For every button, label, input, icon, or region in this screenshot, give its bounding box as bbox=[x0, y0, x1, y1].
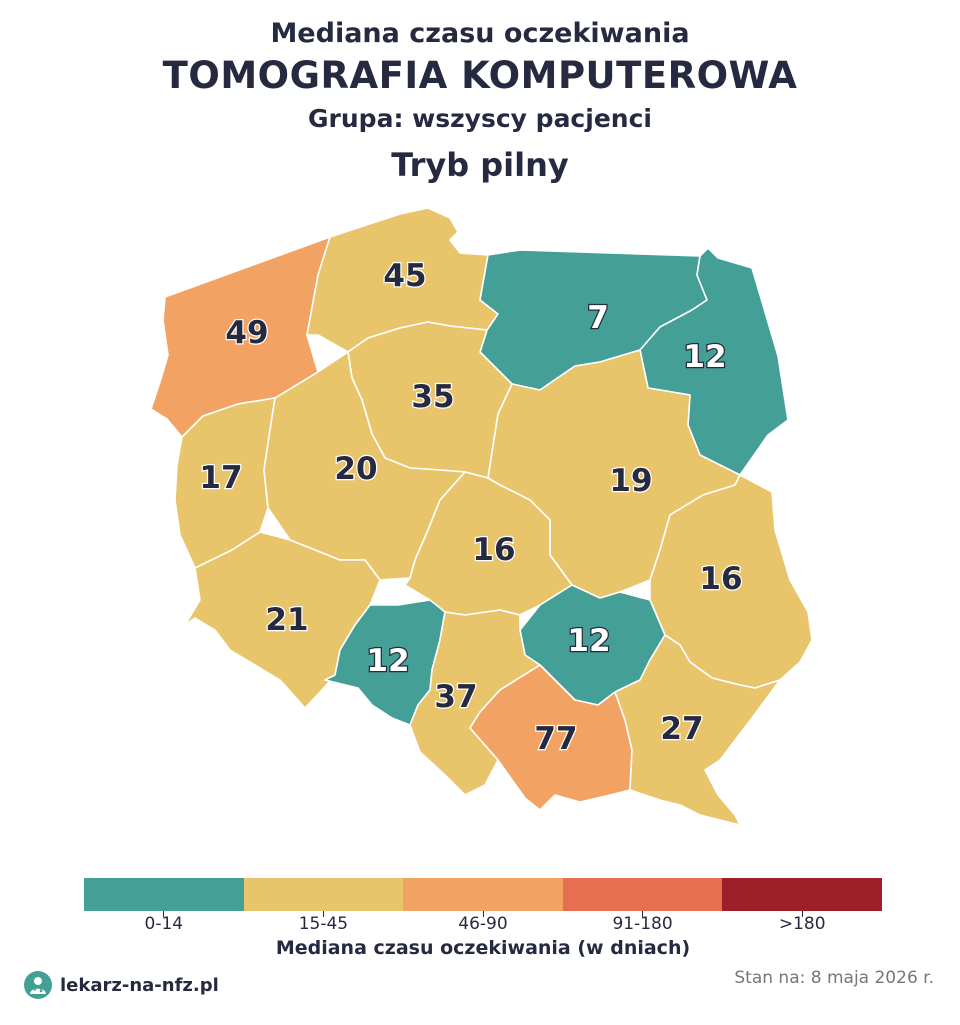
legend-tick bbox=[802, 911, 803, 917]
region-value-dolnoslaskie: 21 bbox=[265, 602, 308, 638]
region-value-kujawsko-pomorskie: 35 bbox=[411, 379, 454, 415]
legend-tick bbox=[642, 911, 643, 917]
brand[interactable]: lekarz-na-nfz.pl bbox=[24, 971, 219, 999]
legend-ticks bbox=[84, 911, 882, 917]
region-value-podkarpackie: 27 bbox=[660, 711, 703, 747]
legend-label: 46-90 bbox=[458, 914, 508, 934]
subtitle-group: Grupa: wszyscy pacjenci bbox=[308, 104, 652, 133]
color-legend bbox=[84, 878, 882, 911]
legend-tick bbox=[163, 911, 164, 917]
legend-swatch-0-14 bbox=[84, 878, 244, 911]
legend-label: 91-180 bbox=[612, 914, 673, 934]
region-value-warminsko-mazurskie: 7 bbox=[587, 300, 609, 336]
region-value-podlaskie: 12 bbox=[683, 339, 726, 375]
subtitle-mode: Tryb pilny bbox=[391, 146, 569, 184]
region-podkarpackie bbox=[614, 634, 781, 826]
region-value-pomorskie: 45 bbox=[383, 258, 426, 294]
region-value-lodzkie: 16 bbox=[472, 532, 515, 568]
region-value-lubelskie: 16 bbox=[699, 561, 742, 597]
legend-label: 0-14 bbox=[144, 914, 184, 934]
region-value-lubuskie: 17 bbox=[199, 460, 242, 496]
region-value-slaskie: 37 bbox=[434, 679, 477, 715]
legend-labels: 0-14 15-45 46-90 91-180 >180 bbox=[84, 914, 882, 934]
legend-title: Mediana czasu oczekiwania (w dniach) bbox=[275, 937, 691, 959]
region-value-malopolskie: 77 bbox=[534, 721, 577, 757]
legend-label: 15-45 bbox=[298, 914, 349, 934]
brand-name[interactable]: lekarz-na-nfz.pl bbox=[60, 974, 219, 996]
legend-tick bbox=[483, 911, 484, 917]
legend-tick bbox=[323, 911, 324, 917]
legend-swatch-46-90 bbox=[403, 878, 563, 911]
legend-swatch-over-180 bbox=[722, 878, 882, 911]
voivodeship-map: 49 45 7 12 35 17 20 19 16 16 21 12 12 37 77 27 bbox=[150, 207, 813, 826]
region-value-opolskie: 12 bbox=[366, 643, 409, 679]
region-value-wielkopolskie: 20 bbox=[334, 451, 377, 487]
region-value-zachodniopomorskie: 49 bbox=[225, 315, 268, 351]
legend-swatch-15-45 bbox=[243, 878, 404, 911]
region-value-swietokrzyskie: 12 bbox=[567, 623, 610, 659]
legend-swatch-91-180 bbox=[562, 878, 723, 911]
region-lubuskie bbox=[174, 397, 276, 569]
region-value-mazowieckie: 19 bbox=[609, 463, 652, 499]
region-malopolskie bbox=[469, 664, 633, 811]
title-line-1: Mediana czasu oczekiwania bbox=[270, 18, 690, 49]
doctor-icon bbox=[24, 971, 52, 999]
data-date: Stan na: 8 maja 2026 r. bbox=[734, 968, 934, 988]
legend-label: >180 bbox=[778, 914, 826, 934]
title-line-2: TOMOGRAFIA KOMPUTEROWA bbox=[162, 54, 798, 97]
